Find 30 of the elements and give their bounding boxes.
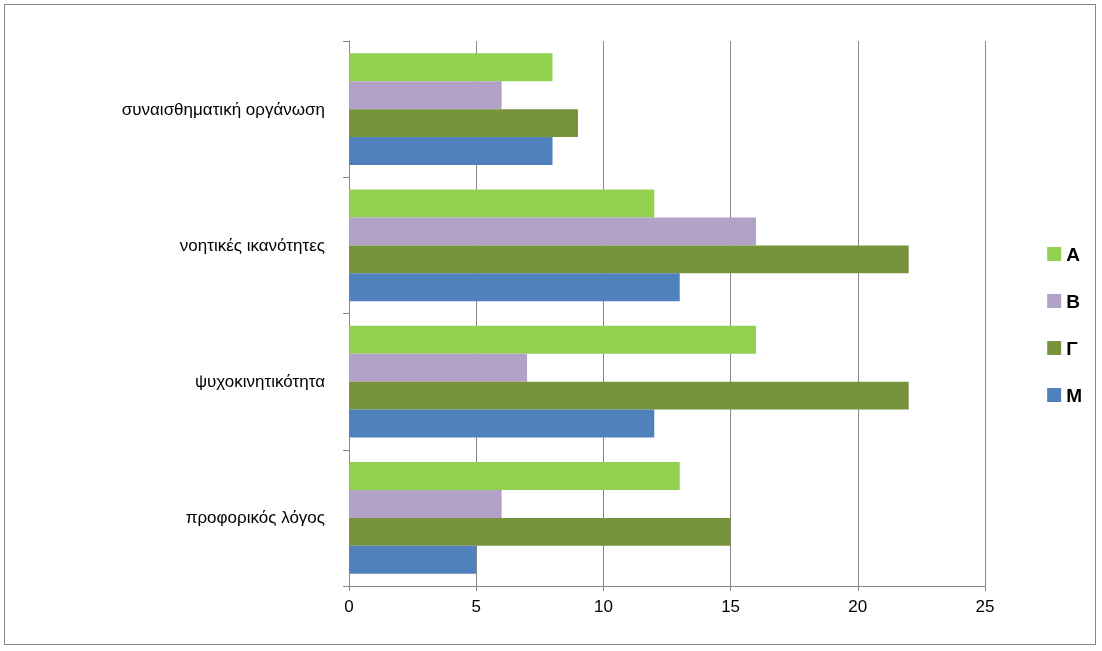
bar — [349, 409, 655, 438]
bar — [349, 462, 680, 490]
x-tick-label: 0 — [344, 597, 354, 616]
y-tick-label: προφορικός λόγος — [185, 508, 325, 528]
bar — [349, 189, 655, 218]
bar — [349, 325, 757, 354]
x-tick-label: 10 — [593, 597, 613, 616]
x-tick-label: 15 — [721, 597, 741, 616]
bar — [349, 273, 680, 302]
y-tick-label: συναισθηματική οργάνωση — [121, 99, 325, 119]
bar — [349, 545, 477, 574]
y-tick-label: ψυχοκινητικότητα — [194, 372, 326, 392]
y-tick-label: νοητικές ικανότητες — [179, 235, 325, 255]
bar — [349, 137, 553, 165]
x-tick-label: 20 — [848, 597, 868, 616]
legend-label: Μ — [1066, 384, 1082, 406]
bar — [349, 217, 757, 246]
bar — [349, 517, 731, 546]
bar — [349, 381, 909, 410]
x-tick-label: 25 — [975, 597, 995, 616]
bar — [349, 81, 502, 110]
bar — [349, 245, 909, 274]
legend-label: Α — [1066, 243, 1081, 265]
legend-label: Γ — [1066, 337, 1079, 359]
legend-label: Β — [1066, 290, 1080, 312]
bar — [349, 53, 553, 82]
bar — [349, 109, 578, 138]
x-tick-label: 5 — [471, 597, 481, 616]
bar — [349, 353, 528, 382]
bar — [349, 489, 502, 518]
